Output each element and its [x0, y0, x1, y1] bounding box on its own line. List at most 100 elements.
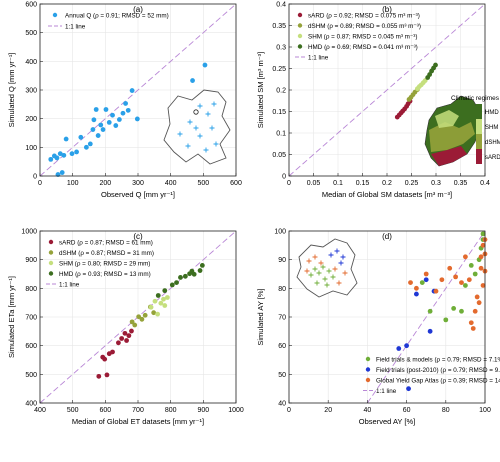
- data-point-s3: [480, 242, 486, 248]
- x-tick-label: 100: [479, 407, 491, 414]
- trial-site-marker: [318, 260, 324, 266]
- trial-site-marker: [336, 280, 342, 286]
- data-point-s4: [182, 273, 188, 279]
- y-tick-label: 0.15: [272, 109, 286, 116]
- data-point-s1: [459, 308, 464, 314]
- inset-sard-region: [431, 146, 467, 166]
- data-point-s1: [124, 338, 129, 343]
- data-point-s3: [423, 271, 429, 277]
- data-point-s1: [102, 356, 108, 362]
- chart-panel-1: 0 100 200 300 400 500 600 0 100 200 300 400 500 600 Ob…: [7, 2, 242, 200]
- gauge-station-marker: [203, 147, 209, 153]
- data-point-s1: [104, 372, 110, 378]
- data-point-s1: [48, 156, 54, 162]
- trial-site-marker: [328, 252, 334, 258]
- legend-entry-label: Annual Q (ρ = 0.91; RMSD = 52 mm): [65, 12, 169, 19]
- inset-catchment-map: [163, 89, 231, 165]
- data-point-s1: [427, 308, 433, 314]
- data-point-s4: [169, 282, 175, 288]
- x-tick-label: 300: [132, 180, 144, 187]
- data-point-s2: [151, 310, 157, 316]
- y-tick-label: 0: [282, 174, 286, 181]
- data-point-s3: [439, 277, 445, 283]
- x-tick-label: 0.35: [454, 180, 468, 187]
- data-point-s1: [122, 330, 128, 336]
- x-axis-label: Observed Q [mm yr⁻¹]: [101, 190, 175, 199]
- legend-point-marker: [48, 260, 54, 266]
- data-point-s1: [419, 280, 425, 285]
- data-point-s3: [433, 288, 439, 294]
- data-point-s2: [139, 316, 145, 322]
- data-point-s1: [129, 88, 135, 93]
- x-tick-label: 0.1: [333, 180, 343, 187]
- data-point-s1: [119, 336, 125, 341]
- legend-point-marker: [48, 250, 54, 255]
- y-tick-label: 400: [25, 59, 37, 66]
- data-point-s4: [197, 268, 203, 273]
- legend-point-marker: [297, 33, 303, 39]
- one-to-one-line: [39, 3, 237, 177]
- x-tick-label: 500: [197, 180, 209, 187]
- x-tick-label: 80: [442, 407, 450, 414]
- data-point-s3: [466, 277, 472, 283]
- data-point-s1: [116, 340, 121, 346]
- trial-site-marker: [312, 254, 318, 260]
- legend-point-marker: [365, 356, 371, 362]
- chart-panel-4: 0 20 40 60 80 100 40 50 60 70 80 90 100 Observed AY […: [256, 229, 500, 427]
- y-tick-label: 600: [25, 343, 37, 350]
- x-tick-label: 0.25: [405, 180, 419, 187]
- data-point-s3: [480, 283, 486, 288]
- data-point-s1: [190, 78, 195, 83]
- x-axis-label: Median of Global ET datasets [mm yr⁻¹]: [72, 417, 204, 426]
- x-tick-label: 0.05: [307, 180, 321, 187]
- data-point-s2: [414, 291, 419, 297]
- trial-site-marker: [340, 254, 346, 260]
- y-axis-label: Simulated ETa [mm yr⁻¹]: [7, 276, 16, 358]
- panel-label: (b): [382, 5, 392, 14]
- y-tick-label: 600: [25, 2, 37, 9]
- y-tick-label: 100: [25, 145, 37, 152]
- trial-site-marker: [312, 266, 318, 272]
- data-point-s1: [87, 141, 93, 147]
- x-tick-label: 700: [132, 407, 144, 414]
- data-point-s1: [69, 151, 75, 157]
- y-tick-label: 500: [25, 30, 37, 37]
- legend-entry-label: HMD (ρ = 0.93; RMSD = 13 mm): [59, 271, 151, 278]
- y-tick-label: 60: [278, 343, 286, 350]
- data-point-s3: [162, 303, 168, 308]
- inset-legend-swatch: [476, 119, 482, 134]
- data-point-s3: [472, 308, 478, 314]
- y-tick-label: 50: [278, 372, 286, 379]
- x-tick-label: 600: [230, 180, 242, 187]
- trial-site-marker: [304, 268, 310, 274]
- data-point-s1: [93, 107, 99, 112]
- data-point-s3: [463, 254, 468, 260]
- legend-entry-label: HMD (ρ = 0.69; RMSD = 0.041 m³ m⁻³): [308, 44, 418, 51]
- data-point-s1: [103, 107, 109, 112]
- y-tick-label: 0.2: [276, 88, 286, 95]
- data-point-s1: [95, 133, 101, 138]
- legend-entry-label: Field trials (post-2010) (ρ = 0.79; RMSD…: [376, 367, 500, 374]
- data-point-s1: [113, 123, 119, 128]
- legend-entry-label: 1:1 line: [65, 23, 86, 30]
- trial-site-marker: [306, 258, 312, 264]
- gauge-station-marker: [193, 125, 199, 131]
- data-point-s1: [59, 170, 65, 175]
- data-point-s3: [414, 285, 419, 291]
- data-point-s1: [90, 127, 96, 132]
- y-tick-label: 500: [25, 372, 37, 379]
- inset-shm-region: [435, 110, 459, 128]
- trial-site-marker: [316, 270, 322, 276]
- legend-entry-label: Global Yield Gap Atlas (ρ = 0.39; RMSD =…: [376, 377, 500, 384]
- x-tick-label: 600: [99, 407, 111, 414]
- legend-point-marker: [297, 44, 303, 49]
- y-tick-label: 90: [278, 257, 286, 264]
- legend-point-marker: [48, 239, 54, 245]
- gauge-station-marker: [205, 111, 211, 117]
- data-point-s1: [61, 152, 67, 158]
- data-point-s3: [408, 280, 413, 285]
- legend-entry-label: dSHM (ρ = 0.87; RMSD = 31 mm): [59, 250, 154, 257]
- data-point-s3: [478, 265, 484, 271]
- data-point-s1: [480, 231, 486, 237]
